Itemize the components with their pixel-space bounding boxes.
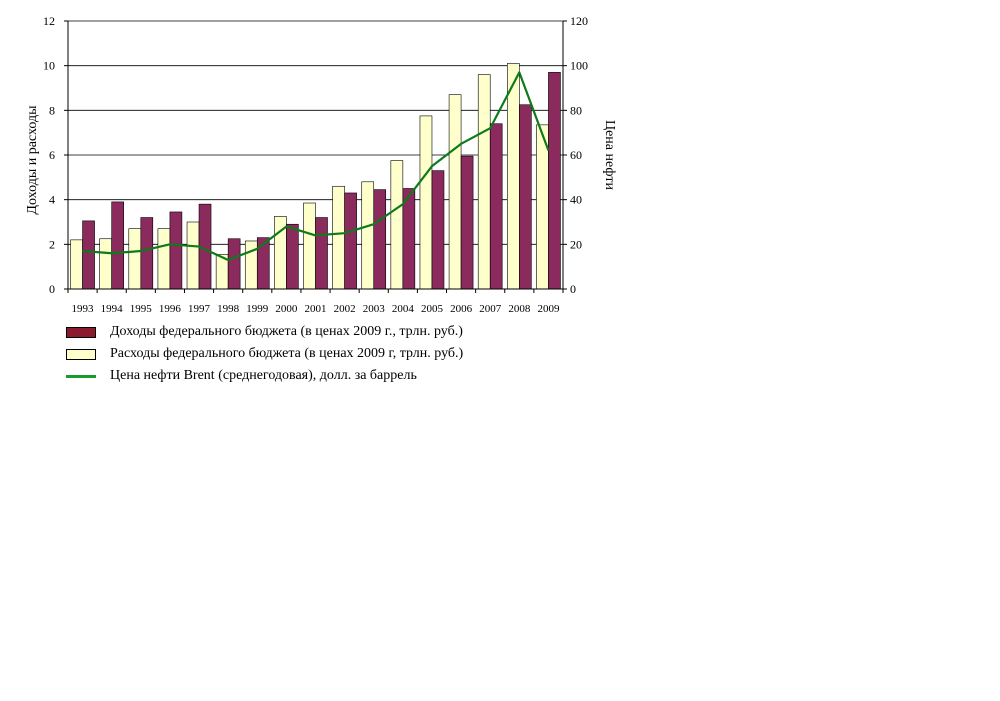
x-tick-label: 1993	[72, 303, 95, 315]
x-tick-label: 2005	[421, 303, 444, 315]
bar-expenses	[419, 115, 433, 290]
bar-revenue	[373, 189, 387, 290]
bar-revenue	[82, 220, 95, 290]
bar-expenses	[128, 228, 142, 290]
left-tick-label: 0	[49, 282, 55, 296]
x-tick-label: 1994	[101, 303, 124, 315]
x-tick-label: 2007	[479, 303, 502, 315]
bar-expenses	[507, 63, 520, 290]
bar-expenses	[303, 202, 316, 290]
right-tick-label: 40	[570, 193, 582, 207]
x-tick-label: 2002	[334, 303, 356, 315]
bars	[70, 63, 561, 290]
x-tick-label: 2008	[508, 303, 531, 315]
left-tick-label: 6	[49, 148, 55, 162]
bar-revenue	[111, 201, 124, 290]
x-tick-label: 1995	[130, 303, 153, 315]
bar-expenses	[332, 185, 345, 290]
bar-expenses	[477, 74, 491, 290]
left-axis-ticks: 0 2 4 6 8 10 12	[43, 14, 68, 296]
legend-swatch-expenses	[66, 348, 96, 360]
bar-revenue	[519, 104, 532, 290]
x-tick-label: 2003	[363, 303, 386, 315]
bar-revenue	[169, 211, 183, 290]
left-tick-label: 12	[43, 14, 55, 28]
legend-label-oil-price: Цена нефти Brent (среднегодовая), долл. …	[110, 368, 417, 383]
bar-expenses	[99, 238, 112, 290]
left-tick-label: 2	[49, 237, 55, 251]
left-axis-title: Доходы и расходы	[25, 105, 40, 215]
right-axis-title: Цена нефти	[602, 120, 617, 191]
bar-revenue	[344, 192, 357, 290]
legend-swatch-revenue	[66, 326, 96, 338]
bar-revenue	[431, 170, 445, 290]
legend: Доходы федерального бюджета (в ценах 200…	[66, 321, 463, 387]
right-tick-label: 60	[570, 148, 582, 162]
right-tick-label: 80	[570, 103, 582, 117]
x-tick-label: 1996	[159, 303, 182, 315]
oil-price-series-line	[82, 71, 550, 262]
bar-revenue	[548, 72, 561, 290]
right-tick-label: 120	[570, 14, 588, 28]
x-tick-label: 2004	[392, 303, 415, 315]
bar-revenue	[227, 238, 241, 290]
x-tick-label: 1999	[246, 303, 269, 315]
bar-expenses	[536, 124, 549, 290]
oil-price-line	[82, 71, 550, 262]
x-tick-label: 2001	[305, 303, 327, 315]
left-tick-label: 8	[49, 103, 55, 117]
x-tick-label: 2006	[450, 303, 473, 315]
bar-revenue	[286, 223, 299, 290]
bar-revenue	[489, 123, 503, 290]
right-tick-label: 20	[570, 237, 582, 251]
right-tick-label: 0	[570, 282, 576, 296]
right-axis-ticks: 0 20 40 60 80 100 120	[563, 14, 588, 296]
right-tick-label: 100	[570, 59, 588, 73]
bar-revenue	[140, 217, 154, 290]
left-tick-label: 10	[43, 59, 55, 73]
x-tick-label: 1998	[217, 303, 240, 315]
bar-expenses	[70, 239, 83, 290]
bar-revenue	[315, 217, 328, 290]
bar-revenue	[460, 155, 474, 290]
x-tick-label: 2009	[537, 303, 560, 315]
legend-item-expenses: Расходы федерального бюджета (в ценах 20…	[66, 343, 463, 365]
legend-label-expenses: Расходы федерального бюджета (в ценах 20…	[110, 346, 464, 361]
legend-swatch-oil-price	[66, 374, 96, 378]
bar-expenses	[390, 160, 404, 290]
bar-expenses	[244, 240, 258, 290]
left-tick-label: 4	[49, 193, 55, 207]
bar-expenses	[448, 94, 462, 290]
bar-expenses	[157, 228, 171, 290]
legend-label-revenue: Доходы федерального бюджета (в ценах 200…	[110, 324, 463, 339]
legend-item-revenue: Доходы федерального бюджета (в ценах 200…	[66, 321, 463, 343]
legend-item-oil-price: Цена нефти Brent (среднегодовая), долл. …	[66, 365, 463, 387]
x-axis-ticks: 1993 1994 1995 1996 1997 1998 1999 2000 2001 2002…	[67, 289, 564, 315]
x-tick-label: 2000	[275, 303, 298, 315]
x-tick-label: 1997	[188, 303, 211, 315]
bar-expenses	[186, 221, 200, 290]
bar-expenses	[361, 181, 375, 290]
